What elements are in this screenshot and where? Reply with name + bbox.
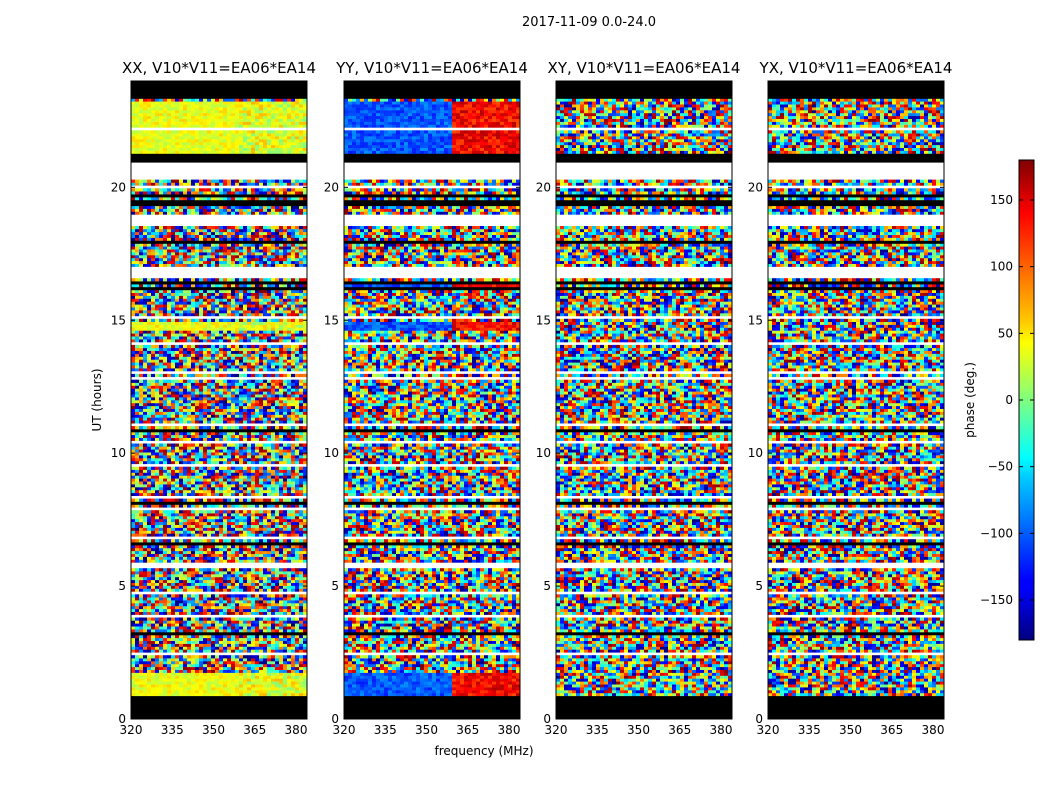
colorbar-tick-label: −150 (980, 593, 1013, 607)
y-tick-label: 0 (331, 712, 339, 726)
x-tick-label: 335 (586, 723, 609, 737)
x-tick-label: 335 (798, 723, 821, 737)
y-tick-label: 15 (324, 313, 339, 327)
y-tick-label: 5 (755, 579, 763, 593)
x-tick-label: 365 (456, 723, 479, 737)
y-tick-label: 10 (536, 446, 551, 460)
x-axis-label: frequency (MHz) (434, 744, 533, 758)
x-tick-label: 350 (839, 723, 862, 737)
panel-title: XX, V10*V11=EA06*EA14 (122, 59, 316, 77)
y-tick-label: 10 (111, 446, 126, 460)
panel-title: YX, V10*V11=EA06*EA14 (759, 59, 953, 77)
x-tick-label: 380 (922, 723, 945, 737)
x-tick-label: 365 (880, 723, 903, 737)
x-tick-label: 350 (415, 723, 438, 737)
colorbar-tick-label: 50 (998, 326, 1013, 340)
x-tick-label: 335 (161, 723, 184, 737)
x-tick-label: 350 (202, 723, 225, 737)
panel-title: YY, V10*V11=EA06*EA14 (335, 59, 528, 77)
x-tick-label: 380 (285, 723, 308, 737)
y-tick-label: 0 (755, 712, 763, 726)
x-tick-label: 380 (710, 723, 733, 737)
colorbar-tick-label: −100 (980, 526, 1013, 540)
x-tick-label: 350 (627, 723, 650, 737)
panel-title: XY, V10*V11=EA06*EA14 (548, 59, 741, 77)
colorbar-tick-label: −50 (988, 460, 1013, 474)
colorbar-tick-label: 0 (1005, 393, 1013, 407)
y-tick-label: 5 (331, 579, 339, 593)
y-tick-label: 20 (324, 180, 339, 194)
y-tick-label: 10 (748, 446, 763, 460)
y-tick-label: 10 (324, 446, 339, 460)
x-tick-label: 380 (498, 723, 521, 737)
x-tick-label: 365 (668, 723, 691, 737)
y-tick-label: 0 (118, 712, 126, 726)
y-tick-label: 15 (111, 313, 126, 327)
colorbar-label: phase (deg.) (963, 362, 977, 438)
colorbar: −150 −100 −50 0 50 100 150 phase (deg.) (963, 160, 1034, 640)
y-tick-label: 0 (543, 712, 551, 726)
y-tick-label: 20 (536, 180, 551, 194)
x-tick-label: 335 (374, 723, 397, 737)
y-tick-label: 15 (536, 313, 551, 327)
y-tick-label: 5 (543, 579, 551, 593)
y-tick-label: 5 (118, 579, 126, 593)
figure-suptitle: 2017-11-09 0.0-24.0 (522, 15, 656, 30)
y-tick-label: 20 (111, 180, 126, 194)
y-axis-label: UT (hours) (90, 368, 104, 431)
y-tick-label: 20 (748, 180, 763, 194)
y-tick-label: 15 (748, 313, 763, 327)
x-tick-label: 365 (243, 723, 266, 737)
colorbar-tick-label: 150 (990, 193, 1013, 207)
colorbar-tick-label: 100 (990, 260, 1013, 274)
